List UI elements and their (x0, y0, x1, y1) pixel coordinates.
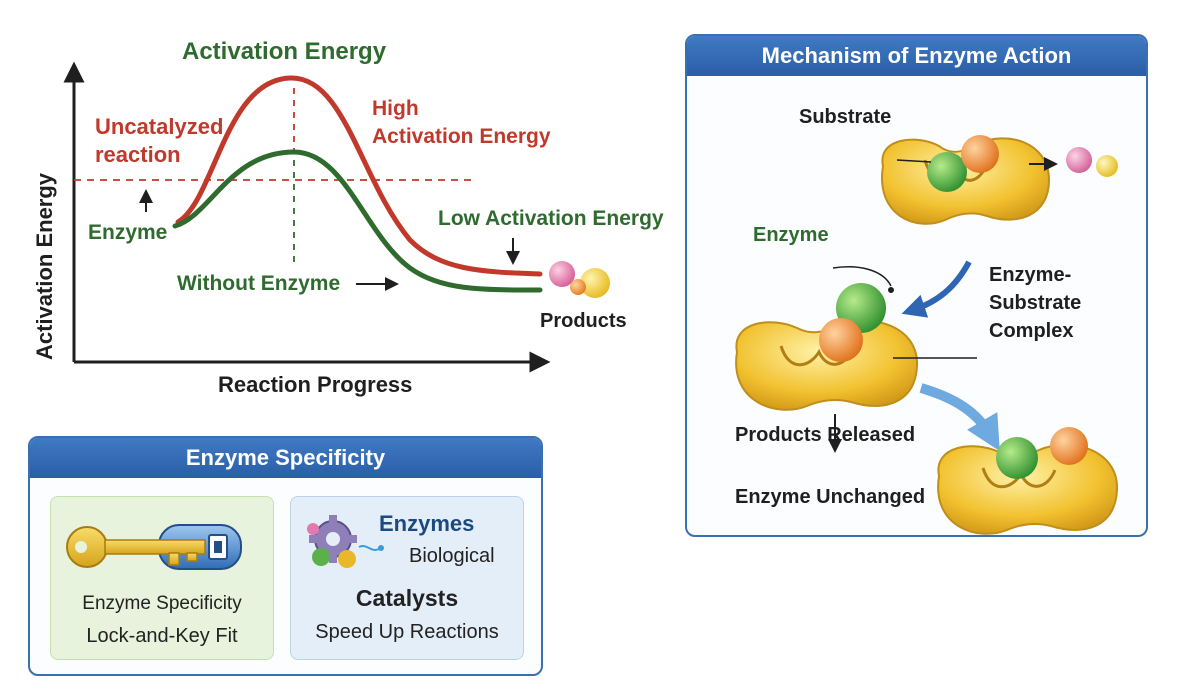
biological-label: Biological (409, 545, 495, 567)
enzyme-blob-1 (881, 137, 1051, 225)
speed-up-label: Speed Up Reactions (315, 621, 499, 643)
uncatalyzed-curve (175, 75, 543, 277)
mechanism-panel-title: Mechanism of Enzyme Action (687, 36, 1146, 76)
complex-label-line2: Substrate (989, 292, 1082, 314)
gear-molecule-icon (307, 515, 384, 568)
key-lock-icon (66, 524, 242, 570)
high-energy-label-line1: High (372, 97, 419, 120)
complex-label-line3: Complex (989, 320, 1074, 342)
specificity-line1: Enzyme Specificity (82, 593, 242, 614)
products-released-label: Products Released (735, 424, 916, 446)
x-axis-label: Reaction Progress (218, 372, 413, 397)
step-arrow-1 (901, 260, 972, 318)
energy-diagram (63, 61, 610, 373)
substrate-label: Substrate (799, 106, 892, 128)
uncatalyzed-label-line1: Uncatalyzed (95, 114, 224, 139)
low-energy-label: Low Activation Energy (438, 207, 664, 230)
enzyme-pointer-dot (888, 287, 894, 293)
step-arrow-2 (919, 383, 1000, 452)
specificity-panel-title: Enzyme Specificity (30, 438, 541, 478)
catalysts-card: Enzymes Biological Catalysts Speed Up Re… (290, 496, 524, 660)
released-products-top (1066, 147, 1118, 177)
enzyme-unchanged-label: Enzyme Unchanged (735, 486, 926, 508)
lock-and-key-card: Enzyme Specificity Lock-and-Key Fit (50, 496, 274, 660)
gear-icon (309, 515, 357, 563)
uncatalyzed-label-line2: reaction (95, 142, 181, 167)
enzyme-label: Enzyme (753, 224, 829, 246)
without-enzyme-label: Without Enzyme (177, 272, 341, 295)
products-spheres (549, 261, 610, 298)
energy-title: Activation Energy (182, 38, 387, 65)
enzymes-title: Enzymes (379, 511, 475, 536)
catalysts-label: Catalysts (355, 585, 459, 611)
substrate-bound-bottom (996, 427, 1088, 479)
high-energy-label-line2: Activation Energy (372, 125, 551, 148)
enzyme-pointer (832, 266, 892, 287)
mechanism-illustration (735, 135, 1119, 535)
specificity-line2: Lock-and-Key Fit (86, 625, 238, 647)
enzyme-substrate-complex (819, 283, 886, 362)
catalyzed-curve (172, 149, 543, 293)
complex-label-line1: Enzyme- (989, 264, 1072, 286)
substrate-pointer (896, 159, 932, 163)
enzyme-blob-2 (735, 319, 919, 411)
substrate-bound-top (927, 135, 999, 192)
y-axis-label: Activation Energy (32, 172, 57, 360)
mechanism-panel: Mechanism of Enzyme Action (685, 34, 1148, 537)
specificity-panel: Enzyme Specificity Enzyme Specificity Lo… (28, 436, 543, 676)
products-label: Products (540, 310, 627, 332)
enzyme-curve-label: Enzyme (88, 221, 168, 244)
